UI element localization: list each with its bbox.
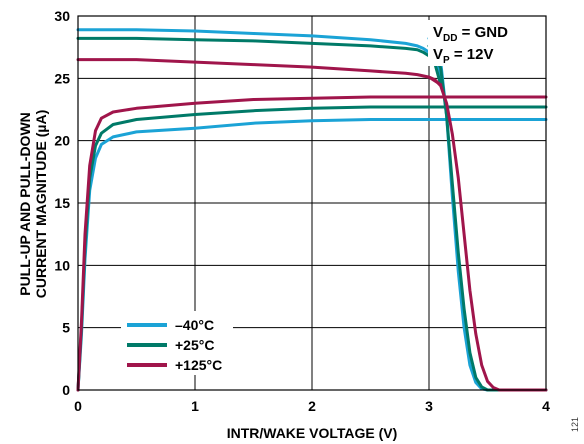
legend: –40°C +25°C +125°C: [121, 311, 233, 375]
y-tick-label: 0: [62, 382, 70, 398]
x-tick-label: 1: [191, 398, 199, 414]
legend-label: +25°C: [175, 337, 214, 353]
y-tick-label: 20: [54, 133, 70, 149]
x-axis-label: INTR/WAKE VOLTAGE (V): [227, 425, 398, 441]
annotation-background: [428, 20, 544, 66]
annotation-vp: VP = 12V: [433, 46, 493, 66]
legend-label: +125°C: [175, 357, 222, 373]
series-line-2-falloff: [427, 75, 548, 392]
x-tick-label: 3: [425, 398, 433, 414]
x-tick-label: 4: [542, 398, 550, 414]
y-axis-label-line2: CURRENT MAGNITUDE (µA): [33, 110, 49, 299]
series-line-1-pullup: [76, 36, 443, 87]
y-axis-label-line1: PULL-UP AND PULL-DOWN: [17, 112, 33, 296]
series-line-2-pulldown: [76, 95, 548, 392]
y-tick-label: 30: [54, 8, 70, 24]
x-tick-label: 2: [308, 398, 316, 414]
x-tick-label: 0: [74, 398, 82, 414]
y-axis-label: PULL-UP AND PULL-DOWN CURRENT MAGNITUDE …: [17, 110, 49, 299]
annotation-box: VDD = GND VP = 12V: [428, 20, 544, 66]
legend-label: –40°C: [175, 317, 214, 333]
series-line-2-pullup: [76, 58, 443, 87]
annotation-vdd: VDD = GND: [433, 24, 508, 44]
series-line-0-falloff: [427, 36, 548, 392]
y-tick-label: 25: [54, 70, 70, 86]
y-tick-label: 5: [62, 320, 70, 336]
y-tick-label: 15: [54, 195, 70, 211]
ticks: 0 1 2 3 4 0 5 10 15 20 25 30: [54, 8, 550, 414]
plot-frame: [77, 15, 547, 391]
figure-number: 121: [570, 417, 580, 432]
y-tick-label: 10: [54, 257, 70, 273]
